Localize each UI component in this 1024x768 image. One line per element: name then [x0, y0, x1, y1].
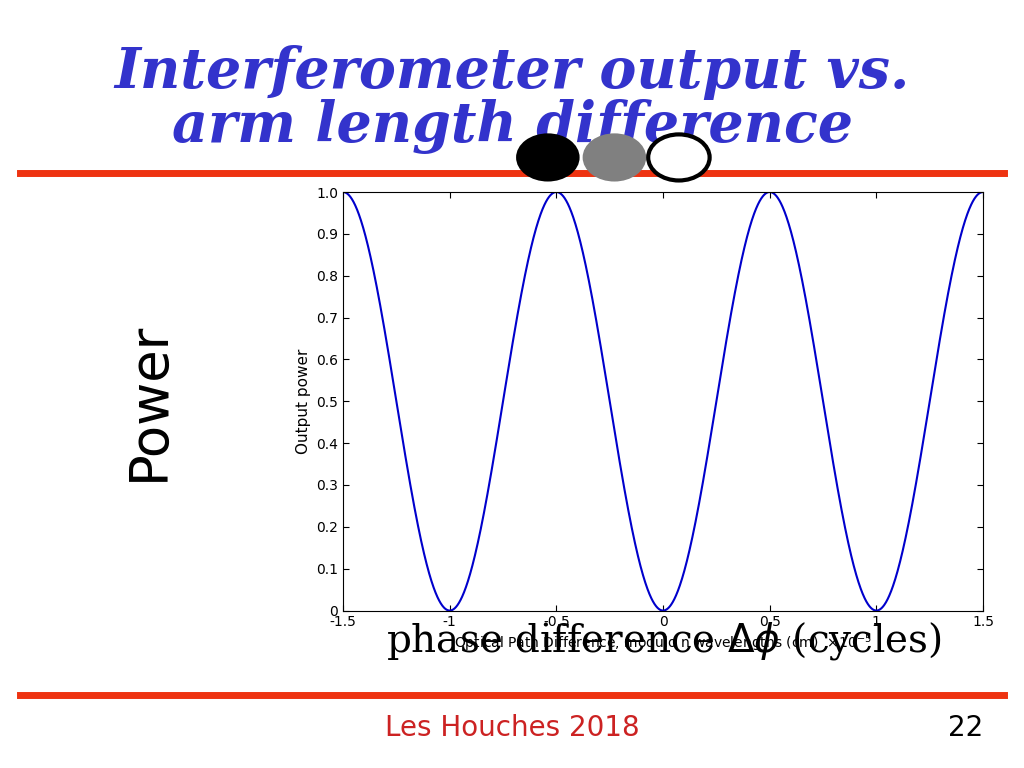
- Text: Power: Power: [123, 321, 174, 481]
- Text: phase difference $\Delta\phi$ (cycles): phase difference $\Delta\phi$ (cycles): [385, 621, 942, 662]
- Text: 22: 22: [948, 714, 983, 742]
- Text: Interferometer output vs.: Interferometer output vs.: [115, 45, 909, 101]
- Text: arm length difference: arm length difference: [171, 99, 853, 154]
- X-axis label: Optical Path Difference, modulo n wavelengths (cm)  $\mathregular{\times 10^{-5}: Optical Path Difference, modulo n wavele…: [455, 632, 871, 654]
- Y-axis label: Output power: Output power: [296, 349, 310, 454]
- Text: Les Houches 2018: Les Houches 2018: [385, 714, 639, 742]
